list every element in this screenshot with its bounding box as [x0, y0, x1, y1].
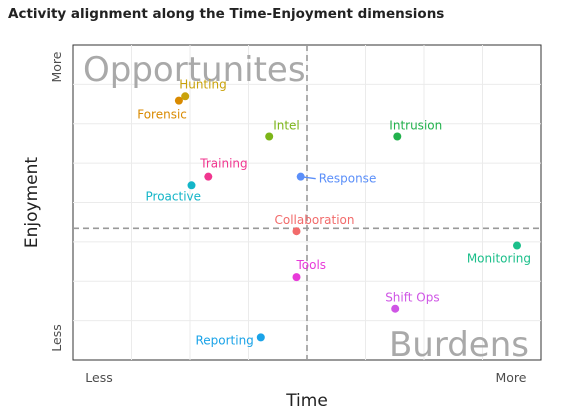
- data-point-reporting: [256, 333, 265, 342]
- x-tick-label-less: Less: [85, 370, 112, 385]
- data-point-intrusion: [393, 132, 402, 141]
- y-tick-label-more: More: [49, 51, 64, 82]
- data-label-tools: Tools: [296, 258, 327, 272]
- data-point-forensic: [174, 96, 183, 105]
- y-tick-label-less: Less: [49, 324, 64, 351]
- data-label-proactive: Proactive: [146, 189, 202, 203]
- chart-title: Activity alignment along the Time-Enjoym…: [8, 6, 445, 22]
- data-point-hunting: [181, 92, 190, 101]
- data-point-collaboration: [292, 227, 301, 236]
- data-point-response: [296, 172, 305, 181]
- data-label-monitoring: Monitoring: [467, 252, 531, 266]
- quadrant-label-top-left: Opportunites: [83, 50, 306, 90]
- data-label-shift-ops: Shift Ops: [385, 291, 439, 305]
- data-label-reporting: Reporting: [195, 333, 253, 347]
- data-point-training: [204, 172, 213, 181]
- x-tick-label-more: More: [496, 370, 527, 385]
- data-label-forensic: Forensic: [137, 108, 187, 122]
- data-point-monitoring: [513, 241, 521, 250]
- data-point-tools: [292, 273, 301, 282]
- data-point-intel: [265, 132, 274, 141]
- data-label-intel: Intel: [273, 118, 300, 132]
- data-point-shift-ops: [391, 304, 400, 313]
- y-axis-title: Enjoyment: [22, 157, 42, 248]
- data-point-proactive: [187, 181, 196, 190]
- data-label-response: Response: [319, 172, 377, 186]
- data-label-intrusion: Intrusion: [389, 118, 442, 132]
- data-label-hunting: Hunting: [179, 77, 227, 91]
- x-axis-title: Time: [285, 391, 328, 411]
- data-label-training: Training: [199, 157, 247, 171]
- quadrant-label-bottom-right: Burdens: [389, 325, 529, 365]
- data-label-collaboration: Collaboration: [275, 213, 355, 227]
